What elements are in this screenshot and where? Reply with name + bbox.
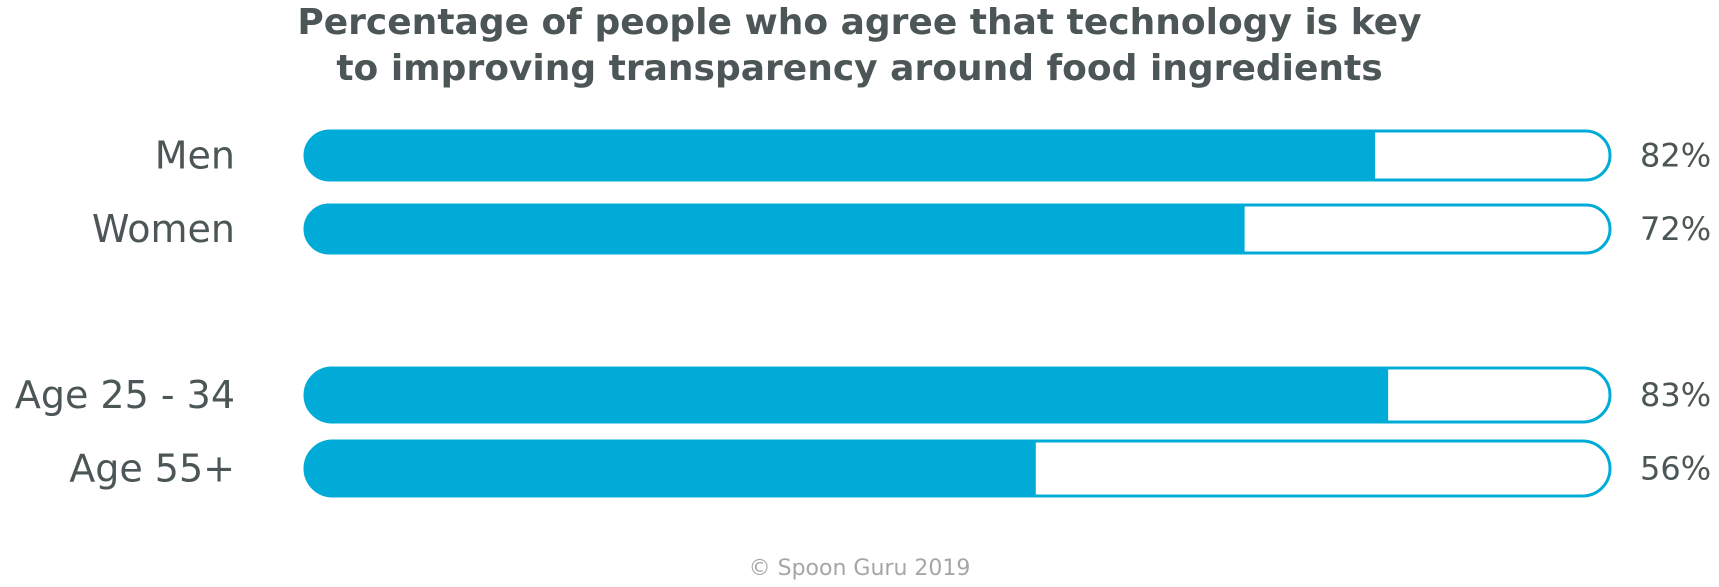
chart-title-line-1: Percentage of people who agree that tech… — [297, 2, 1422, 43]
data-label: 82% — [1640, 137, 1711, 175]
data-label: 72% — [1640, 210, 1711, 248]
bar-group: Age 25 - 34 83% — [15, 366, 1711, 424]
category-label: Age 55+ — [69, 447, 235, 491]
data-label: 56% — [1640, 450, 1711, 488]
data-label: 83% — [1640, 376, 1711, 414]
bar-group: Age 55+ 56% — [69, 439, 1711, 498]
bar-group: Women 72% — [92, 203, 1711, 255]
chart-title: Percentage of people who agree that tech… — [0, 0, 1719, 92]
bar-group: Men 82% — [155, 129, 1711, 182]
copyright-footer: © Spoon Guru 2019 — [748, 556, 971, 581]
category-label: Age 25 - 34 — [15, 373, 235, 417]
bar — [305, 205, 1245, 253]
bar — [305, 441, 1036, 496]
category-label: Women — [92, 207, 235, 251]
chart-title-line-2: to improving transparency around food in… — [336, 48, 1383, 89]
bar — [305, 368, 1389, 422]
category-label: Men — [155, 134, 235, 178]
bar — [305, 131, 1376, 180]
